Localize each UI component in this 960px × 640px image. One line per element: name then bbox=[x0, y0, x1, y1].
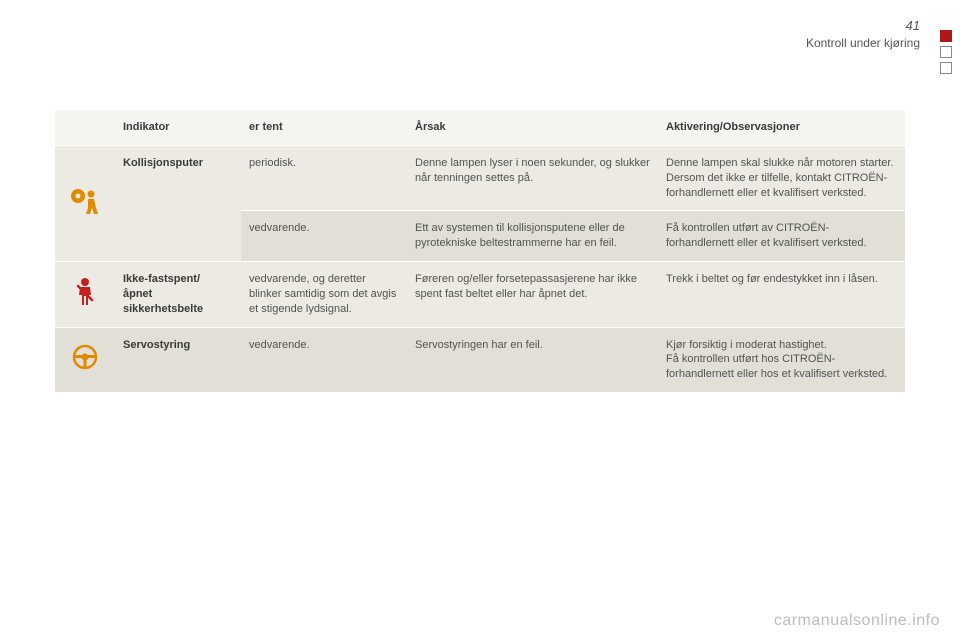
tent-text: vedvarende. bbox=[249, 222, 310, 234]
action-text: Denne lampen skal slukke når motoren sta… bbox=[666, 157, 893, 199]
header-tent: er tent bbox=[241, 110, 407, 145]
side-tabs bbox=[940, 30, 952, 74]
header-cause: Årsak bbox=[407, 110, 658, 145]
indicator-name: Servostyring bbox=[123, 339, 190, 351]
cause-cell: Servostyringen har en feil. bbox=[407, 327, 658, 392]
side-tab-active bbox=[940, 30, 952, 42]
indicator-cell: Servostyring bbox=[115, 327, 241, 392]
icon-cell bbox=[55, 145, 115, 261]
indicator-name: Kollisjonsputer bbox=[123, 157, 203, 169]
table-row: Ikke-fastspent/åpnetsikkerhetsbelte vedv… bbox=[55, 262, 905, 328]
indicator-table: Indikator er tent Årsak Aktivering/Obser… bbox=[55, 110, 905, 392]
tent-text: periodisk. bbox=[249, 157, 296, 169]
table-row: Servostyring vedvarende. Servostyringen … bbox=[55, 327, 905, 392]
table-header-row: Indikator er tent Årsak Aktivering/Obser… bbox=[55, 110, 905, 145]
action-cell: Denne lampen skal slukke når motoren sta… bbox=[658, 145, 905, 211]
tent-text: vedvarende. bbox=[249, 339, 310, 351]
indicator-cell: Ikke-fastspent/åpnetsikkerhetsbelte bbox=[115, 262, 241, 328]
side-tab bbox=[940, 62, 952, 74]
cause-cell: Denne lampen lyser i noen sekunder, og s… bbox=[407, 145, 658, 211]
table-row: Kollisjonsputer periodisk. Denne lampen … bbox=[55, 145, 905, 211]
tent-cell: vedvarende. bbox=[241, 327, 407, 392]
cause-text: Servostyringen har en feil. bbox=[415, 339, 543, 351]
cause-text: Denne lampen lyser i noen sekunder, og s… bbox=[415, 157, 650, 184]
indicator-table-wrap: Indikator er tent Årsak Aktivering/Obser… bbox=[55, 110, 905, 392]
steering-icon bbox=[70, 342, 100, 377]
manual-page: 41 Kontroll under kjøring Indikator er t… bbox=[0, 0, 960, 640]
indicator-name: Ikke-fastspent/åpnetsikkerhetsbelte bbox=[123, 273, 203, 315]
action-cell: Kjør forsiktig i moderat hastighet.Få ko… bbox=[658, 327, 905, 392]
cause-text: Ett av systemen til kollisjonsputene ell… bbox=[415, 222, 625, 249]
watermark: carmanualsonline.info bbox=[774, 612, 940, 630]
seatbelt-icon bbox=[74, 277, 96, 312]
indicator-cell: Kollisjonsputer bbox=[115, 145, 241, 261]
icon-cell bbox=[55, 262, 115, 328]
cause-text: Føreren og/eller forsetepassasjerene har… bbox=[415, 273, 637, 300]
action-text: Kjør forsiktig i moderat hastighet.Få ko… bbox=[666, 339, 887, 381]
action-text: Få kontrollen utført av CITROËN-forhandl… bbox=[666, 222, 867, 249]
action-cell: Trekk i beltet og før endestykket inn i … bbox=[658, 262, 905, 328]
header-indicator: Indikator bbox=[115, 110, 241, 145]
action-cell: Få kontrollen utført av CITROËN-forhandl… bbox=[658, 211, 905, 262]
cause-cell: Ett av systemen til kollisjonsputene ell… bbox=[407, 211, 658, 262]
tent-text: vedvarende, og deretter blinker samtidig… bbox=[249, 273, 396, 315]
airbag-icon bbox=[68, 186, 102, 221]
tent-cell: periodisk. bbox=[241, 145, 407, 211]
header-icon bbox=[55, 110, 115, 145]
header-action: Aktivering/Observasjoner bbox=[658, 110, 905, 145]
side-tab bbox=[940, 46, 952, 58]
tent-cell: vedvarende, og deretter blinker samtidig… bbox=[241, 262, 407, 328]
icon-cell bbox=[55, 327, 115, 392]
section-title: Kontroll under kjøring bbox=[806, 36, 920, 50]
page-number: 41 bbox=[906, 18, 920, 33]
action-text: Trekk i beltet og før endestykket inn i … bbox=[666, 273, 878, 285]
tent-cell: vedvarende. bbox=[241, 211, 407, 262]
cause-cell: Føreren og/eller forsetepassasjerene har… bbox=[407, 262, 658, 328]
